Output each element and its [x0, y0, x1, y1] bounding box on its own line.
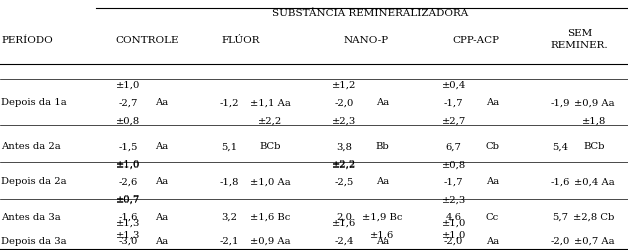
Text: 4,6: 4,6	[446, 212, 462, 221]
Text: ±1,9 Bc: ±1,9 Bc	[362, 212, 403, 221]
Text: Aa: Aa	[376, 98, 389, 107]
Text: -2,0: -2,0	[550, 236, 570, 245]
Text: ±0,4: ±0,4	[441, 80, 466, 89]
Text: ±1,3: ±1,3	[116, 230, 140, 239]
Text: ±2,3: ±2,3	[441, 195, 466, 204]
Text: PERÍODO: PERÍODO	[1, 36, 53, 44]
Text: ±1,6: ±1,6	[332, 218, 356, 227]
Text: Cb: Cb	[485, 142, 499, 151]
Text: -1,9: -1,9	[550, 98, 570, 107]
Text: -1,5: -1,5	[118, 142, 138, 151]
Text: ±1,2: ±1,2	[332, 80, 356, 89]
Text: -2,1: -2,1	[220, 236, 239, 245]
Text: ±1,3: ±1,3	[116, 218, 140, 227]
Text: ±0,9 Aa: ±0,9 Aa	[250, 236, 291, 245]
Text: -2,4: -2,4	[334, 236, 354, 245]
Text: ±1,8: ±1,8	[582, 116, 606, 125]
Text: ±1,6: ±1,6	[370, 230, 394, 239]
Text: Antes da 2a: Antes da 2a	[1, 142, 61, 151]
Text: ±1,1 Aa: ±1,1 Aa	[250, 98, 291, 107]
Text: -2,6: -2,6	[118, 177, 138, 186]
Text: ±0,4 Aa: ±0,4 Aa	[573, 177, 614, 186]
Text: ±2,3: ±2,3	[332, 116, 356, 125]
Text: Antes da 3a: Antes da 3a	[1, 212, 61, 221]
Text: Aa: Aa	[376, 236, 389, 245]
Text: Aa: Aa	[154, 98, 168, 107]
Text: SEM: SEM	[566, 29, 592, 38]
Text: 5,7: 5,7	[552, 212, 568, 221]
Text: -2,0: -2,0	[444, 236, 463, 245]
Text: ±1,0: ±1,0	[441, 218, 466, 227]
Text: ±2,2: ±2,2	[258, 116, 283, 125]
Text: -3,0: -3,0	[118, 236, 138, 245]
Text: Aa: Aa	[485, 236, 499, 245]
Text: ±1,0: ±1,0	[116, 80, 140, 89]
Text: ±2,7: ±2,7	[441, 116, 466, 125]
Text: FLÚOR: FLÚOR	[222, 36, 261, 44]
Text: -1,7: -1,7	[444, 98, 463, 107]
Text: ±1,0 Aa: ±1,0 Aa	[250, 177, 291, 186]
Text: -1,2: -1,2	[220, 98, 239, 107]
Text: SUBSTÂNCIA REMINERALIZADORA: SUBSTÂNCIA REMINERALIZADORA	[272, 9, 468, 18]
Text: -1,6: -1,6	[550, 177, 570, 186]
Text: Aa: Aa	[376, 177, 389, 186]
Text: ±2,2: ±2,2	[332, 160, 356, 169]
Text: Bb: Bb	[376, 142, 389, 151]
Text: ±0,7 Aa: ±0,7 Aa	[573, 236, 614, 245]
Text: -2,7: -2,7	[118, 98, 138, 107]
Text: ±1,0: ±1,0	[116, 160, 140, 169]
Text: Aa: Aa	[154, 236, 168, 245]
Text: -2,5: -2,5	[334, 177, 354, 186]
Text: ±1,0: ±1,0	[116, 159, 140, 168]
Text: BCb: BCb	[259, 142, 281, 151]
Text: Aa: Aa	[154, 212, 168, 221]
Text: -2,0: -2,0	[334, 98, 354, 107]
Text: 5,4: 5,4	[552, 142, 568, 151]
Text: ±0,8: ±0,8	[441, 160, 466, 169]
Text: -1,6: -1,6	[118, 212, 138, 221]
Text: ±2,2: ±2,2	[332, 159, 356, 168]
Text: Aa: Aa	[154, 177, 168, 186]
Text: Depois da 1a: Depois da 1a	[1, 98, 67, 107]
Text: CPP-ACP: CPP-ACP	[452, 36, 499, 44]
Text: 3,2: 3,2	[222, 212, 237, 221]
Text: ±0,7: ±0,7	[116, 195, 140, 204]
Text: 3,8: 3,8	[336, 142, 352, 151]
Text: ±1,6 Bc: ±1,6 Bc	[250, 212, 290, 221]
Text: BCb: BCb	[583, 142, 605, 151]
Text: REMINER.: REMINER.	[551, 40, 608, 50]
Text: ±0,9 Aa: ±0,9 Aa	[573, 98, 614, 107]
Text: -1,8: -1,8	[220, 177, 239, 186]
Text: Aa: Aa	[485, 177, 499, 186]
Text: Cc: Cc	[485, 212, 499, 221]
Text: CONTROLE: CONTROLE	[115, 36, 179, 44]
Text: Aa: Aa	[485, 98, 499, 107]
Text: NANO-P: NANO-P	[344, 36, 388, 44]
Text: ±1,0: ±1,0	[441, 230, 466, 239]
Text: Depois da 2a: Depois da 2a	[1, 177, 67, 186]
Text: 2,0: 2,0	[336, 212, 352, 221]
Text: 5,1: 5,1	[222, 142, 237, 151]
Text: -1,7: -1,7	[444, 177, 463, 186]
Text: Depois da 3a: Depois da 3a	[1, 236, 67, 245]
Text: ±0,7: ±0,7	[116, 194, 140, 203]
Text: ±0,8: ±0,8	[116, 116, 140, 125]
Text: ±2,8 Cb: ±2,8 Cb	[573, 212, 615, 221]
Text: 6,7: 6,7	[446, 142, 462, 151]
Text: Aa: Aa	[154, 142, 168, 151]
